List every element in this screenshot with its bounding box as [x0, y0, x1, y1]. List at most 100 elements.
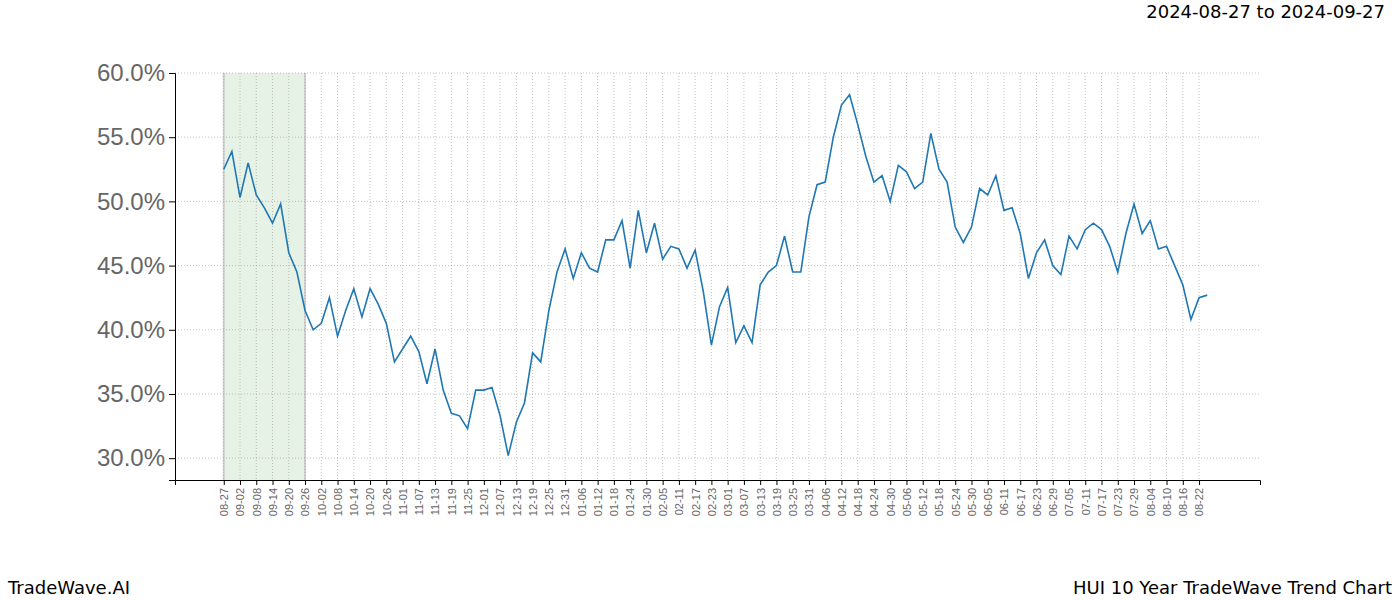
- x-tick-mark: [1183, 480, 1184, 485]
- y-tick-mark: [169, 266, 175, 267]
- grid-line-x: [1036, 73, 1037, 480]
- x-tick-label: 06-11: [998, 488, 1010, 515]
- x-tick: 12-25: [543, 480, 555, 516]
- x-tick-label: 03-13: [755, 488, 767, 516]
- grid-line-x: [1134, 73, 1135, 480]
- x-tick-label: 10-08: [332, 488, 344, 516]
- x-tick: 06-11: [998, 480, 1010, 515]
- x-tick-label: 07-05: [1063, 488, 1075, 516]
- x-tick: 07-17: [1096, 480, 1108, 516]
- y-tick-label: 50.0%: [97, 188, 165, 215]
- x-tick-label: 08-10: [1161, 488, 1173, 516]
- x-tick-label: 05-24: [950, 488, 962, 516]
- x-tick-mark: [533, 480, 534, 485]
- grid-line-x: [353, 73, 354, 480]
- footer-right: HUI 10 Year TradeWave Trend Chart: [1073, 577, 1392, 598]
- x-tick-label: 09-26: [299, 488, 311, 516]
- x-tick-label: 09-08: [251, 488, 263, 516]
- x-tick: 08-16: [1177, 480, 1189, 516]
- x-tick-mark: [224, 480, 225, 485]
- x-tick: 12-01: [478, 480, 490, 516]
- x-tick-mark: [549, 480, 550, 485]
- x-tick-mark: [240, 480, 241, 485]
- x-tick-label: 05-18: [933, 488, 945, 516]
- grid-line-x: [841, 73, 842, 480]
- grid-line-x: [321, 73, 322, 480]
- grid-line-x: [256, 73, 257, 480]
- x-tick-mark: [646, 480, 647, 485]
- y-tick: 50.0%: [97, 188, 175, 215]
- x-tick-label: 04-24: [868, 488, 880, 516]
- x-tick: 12-31: [559, 480, 571, 516]
- x-tick-label: 09-02: [234, 488, 246, 516]
- grid-line-x: [743, 73, 744, 480]
- grid-line-x: [1003, 73, 1004, 480]
- grid-line-x: [1182, 73, 1183, 480]
- x-tick: 05-18: [933, 480, 945, 516]
- grid-line-x: [370, 73, 371, 480]
- x-tick: 03-13: [755, 480, 767, 516]
- x-tick: 09-14: [267, 480, 279, 516]
- x-tick-label: 12-31: [559, 488, 571, 516]
- y-tick-mark: [169, 458, 175, 459]
- grid-line-x: [1101, 73, 1102, 480]
- x-tick: 12-13: [511, 480, 523, 516]
- x-tick-mark: [955, 480, 956, 485]
- x-tick: 01-30: [641, 480, 653, 516]
- x-tick: 06-29: [1047, 480, 1059, 516]
- x-tick-mark: [809, 480, 810, 485]
- x-tick-mark: [451, 480, 452, 485]
- x-tick-mark: [370, 480, 371, 485]
- x-tick: 05-30: [966, 480, 978, 516]
- grid-line-x: [695, 73, 696, 480]
- x-tick-label: 10-14: [348, 488, 360, 516]
- x-tick-label: 06-23: [1031, 488, 1043, 516]
- grid-line-x: [727, 73, 728, 480]
- grid-line-x: [1069, 73, 1070, 480]
- grid-line-x: [305, 73, 306, 480]
- grid-line-x: [532, 73, 533, 480]
- x-tick: 03-25: [787, 480, 799, 516]
- grid-line-x: [597, 73, 598, 480]
- grid-line-x: [548, 73, 549, 480]
- x-tick-mark: [338, 480, 339, 485]
- x-tick-label: 12-13: [511, 488, 523, 516]
- x-tick: 07-23: [1112, 480, 1124, 516]
- x-tick-mark: [793, 480, 794, 485]
- x-tick-mark: [841, 480, 842, 485]
- x-tick: 10-02: [316, 480, 328, 516]
- x-tick: 09-26: [299, 480, 311, 516]
- x-tick-mark: [581, 480, 582, 485]
- x-tick: 10-26: [381, 480, 393, 516]
- x-tick-mark: [923, 480, 924, 485]
- x-tick-mark: [516, 480, 517, 485]
- x-tick-mark: [760, 480, 761, 485]
- x-tick-label: 03-19: [771, 488, 783, 516]
- x-tick: 03-31: [803, 480, 815, 516]
- x-tick: 05-24: [950, 480, 962, 516]
- grid-line-x: [711, 73, 712, 480]
- x-tick-mark: [468, 480, 469, 485]
- grid-line-x: [418, 73, 419, 480]
- x-tick: 01-12: [592, 480, 604, 516]
- x-tick-label: 04-12: [836, 488, 848, 516]
- x-tick-label: 10-02: [316, 488, 328, 516]
- grid-line-x: [776, 73, 777, 480]
- x-tick-label: 08-27: [218, 488, 230, 516]
- y-tick-label: 30.0%: [97, 444, 165, 471]
- x-tick-mark: [825, 480, 826, 485]
- y-tick: 30.0%: [97, 444, 175, 471]
- x-tick-label: 05-06: [901, 488, 913, 516]
- x-tick-mark: [289, 480, 290, 485]
- x-tick-label: 12-25: [543, 488, 555, 516]
- grid-line-x: [483, 73, 484, 480]
- x-tick-mark: [500, 480, 501, 485]
- x-tick-label: 03-25: [787, 488, 799, 516]
- y-tick-mark: [169, 330, 175, 331]
- x-axis-line: [176, 481, 1261, 486]
- x-tick-label: 11-07: [413, 488, 425, 515]
- plot-area: [224, 95, 1207, 456]
- x-tick-mark: [419, 480, 420, 485]
- x-tick-mark: [386, 480, 387, 485]
- chart: 30.0%35.0%40.0%45.0%50.0%55.0%60.0%08-27…: [0, 0, 1400, 600]
